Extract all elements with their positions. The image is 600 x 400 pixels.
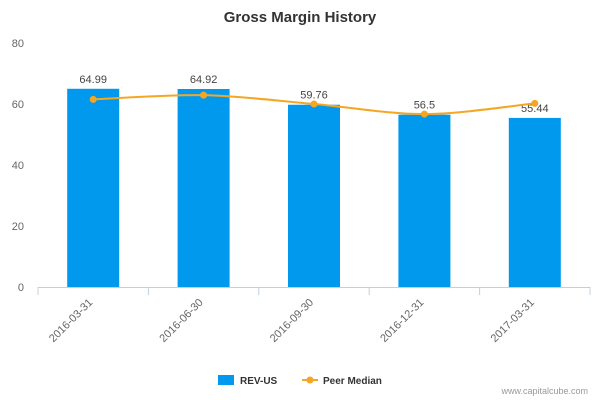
data-label: 59.76 (300, 90, 328, 102)
y-axis: 0 20 40 60 80 (12, 38, 24, 294)
peer-median-point[interactable] (310, 100, 318, 108)
legend-label-rev-us[interactable]: REV-US (240, 376, 278, 387)
x-axis: 2016-03-31 2016-06-30 2016-09-30 2016-12-31… (37, 287, 591, 345)
bar-rev-us[interactable] (288, 104, 340, 288)
data-labels: 64.99 64.92 59.76 56.5 55.44 (79, 74, 548, 115)
bar-rev-us[interactable] (177, 88, 230, 287)
y-tick-label: 40 (12, 160, 24, 172)
legend: REV-US Peer Median (218, 375, 382, 387)
legend-marker-peer-median (306, 376, 314, 384)
credit-link[interactable]: www.capitalcube.com (500, 386, 588, 396)
data-label: 64.99 (79, 74, 107, 86)
line-series-peer-median (89, 91, 539, 118)
peer-median-point[interactable] (89, 95, 97, 103)
y-tick-label: 60 (12, 99, 24, 111)
x-tick-label: 2016-12-31 (378, 297, 426, 345)
peer-median-point[interactable] (420, 110, 428, 118)
bar-rev-us[interactable] (508, 117, 561, 288)
y-tick-label: 20 (12, 221, 24, 233)
x-tick-label: 2017-03-31 (489, 297, 537, 345)
bar-rev-us[interactable] (67, 88, 120, 287)
x-tick-label: 2016-06-30 (157, 297, 205, 345)
x-tick-label: 2016-03-31 (47, 297, 95, 345)
legend-label-peer-median[interactable]: Peer Median (323, 376, 382, 387)
y-tick-label: 80 (12, 38, 24, 50)
data-label: 56.5 (414, 100, 435, 112)
bar-series-rev-us (67, 88, 561, 288)
data-label: 64.92 (190, 74, 218, 86)
peer-median-point[interactable] (200, 91, 208, 99)
peer-median-point[interactable] (531, 99, 539, 107)
data-label: 55.44 (521, 103, 549, 115)
y-tick-label: 0 (18, 282, 24, 294)
bar-rev-us[interactable] (398, 114, 451, 287)
chart-title: Gross Margin History (224, 9, 377, 26)
x-tick-label: 2016-09-30 (268, 297, 316, 345)
legend-swatch-rev-us[interactable] (218, 375, 234, 385)
